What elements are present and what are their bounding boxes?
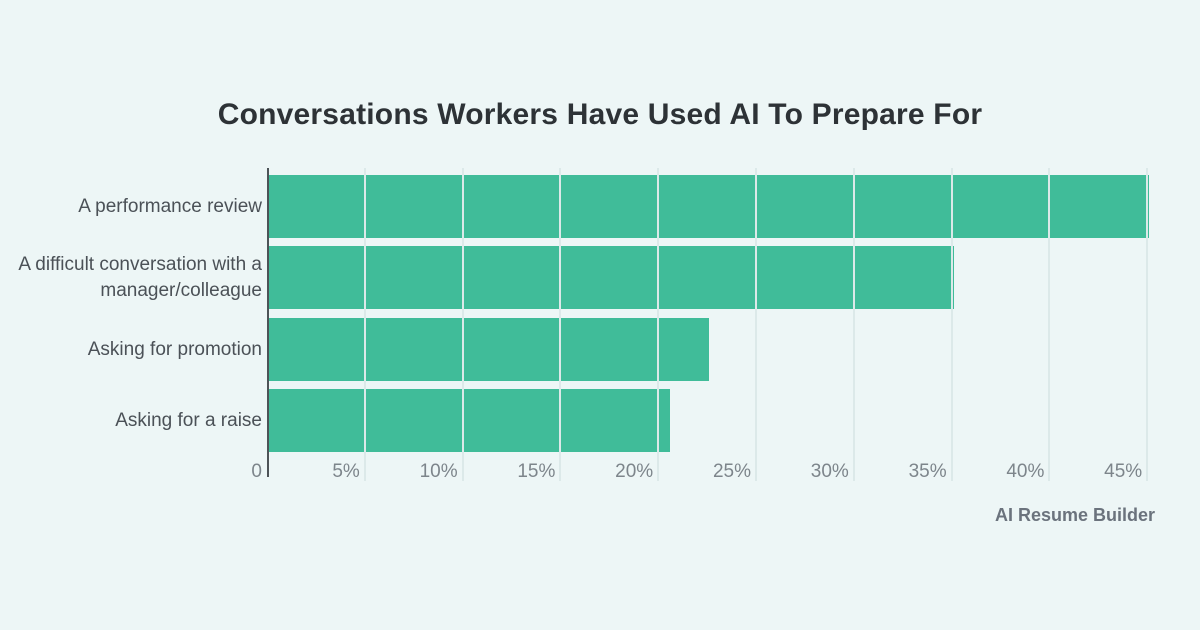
category-label-line: A performance review xyxy=(78,195,262,217)
category-label: Asking for promotion xyxy=(8,318,262,381)
x-gridline xyxy=(950,168,953,481)
category-label-line: manager/colleague xyxy=(100,279,262,301)
x-gridline xyxy=(1146,168,1149,481)
bar xyxy=(269,318,710,381)
x-tick-label: 15% xyxy=(517,461,556,482)
bar xyxy=(269,389,670,452)
category-label: A difficult conversation with a manager/c… xyxy=(8,246,262,309)
category-label: Asking for a raise xyxy=(8,389,262,452)
category-label-line: Asking for a raise xyxy=(115,409,262,431)
bar xyxy=(269,175,1150,238)
category-label-line: Asking for promotion xyxy=(87,338,262,360)
x-gridline xyxy=(559,168,562,481)
x-gridline xyxy=(461,168,464,481)
source-attribution: AI Resume Builder xyxy=(994,505,1155,525)
y-axis-line xyxy=(267,168,269,477)
category-label-line: A difficult conversation with a xyxy=(18,253,262,275)
x-gridline xyxy=(363,168,366,481)
chart-title: Conversations Workers Have Used AI To Pr… xyxy=(217,98,983,131)
x-tick-label: 0 xyxy=(251,461,262,482)
x-tick-label: 40% xyxy=(1006,461,1045,482)
x-gridline xyxy=(755,168,757,481)
x-gridline xyxy=(1048,168,1051,481)
x-tick-label: 25% xyxy=(712,461,751,482)
x-tick-label: 30% xyxy=(810,461,849,482)
category-label: A performance review xyxy=(8,175,262,238)
x-tick-label: 5% xyxy=(332,461,360,482)
bar xyxy=(269,246,954,309)
x-tick-label: 10% xyxy=(419,461,458,482)
x-tick-label: 45% xyxy=(1104,461,1143,482)
x-tick-label: 35% xyxy=(908,461,947,482)
x-gridline xyxy=(852,168,855,481)
x-tick-label: 20% xyxy=(615,461,654,482)
x-gridline xyxy=(657,168,660,481)
